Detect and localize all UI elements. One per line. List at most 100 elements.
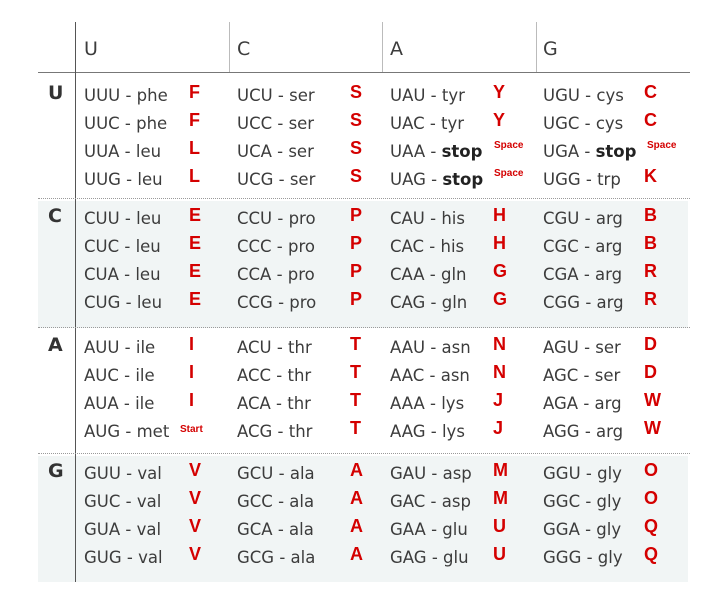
codon-label: UAU - tyr: [390, 86, 465, 105]
codon-label: ACC - thr: [237, 366, 312, 385]
codon-entry: GUG - val V: [84, 544, 224, 572]
codon-entry: UCC - ser S: [237, 110, 377, 138]
codon-label: AAG - lys: [390, 422, 465, 441]
codon-entry: AAU - asn N: [390, 334, 530, 362]
codon-label: UUG - leu: [84, 170, 163, 189]
codon-label: AAC - asn: [390, 366, 470, 385]
codon-text: CCA - pro: [237, 261, 315, 289]
letter-code: T: [350, 418, 361, 438]
codon-text: CGC - arg: [543, 233, 622, 261]
codon-entry: CCC - pro P: [237, 233, 377, 261]
codon-text: AUG - met: [84, 418, 169, 446]
codon-entry: CUU - leu E: [84, 205, 224, 233]
codon-entry: UAG - stop Space: [390, 166, 530, 194]
codon-entry: UGC - cys C: [543, 110, 683, 138]
letter-code: P: [350, 205, 363, 225]
codon-label: UCU - ser: [237, 86, 315, 105]
codon-label: AGC - ser: [543, 366, 621, 385]
codon-text: UCU - ser: [237, 82, 315, 110]
codon-entry: GUC - val V: [84, 488, 224, 516]
codon-text: CCC - pro: [237, 233, 315, 261]
codon-text: UGG - trp: [543, 166, 621, 194]
codon-label: CUA - leu: [84, 265, 161, 284]
letter-code: R: [644, 289, 657, 309]
codon-text: AUU - ile: [84, 334, 155, 362]
letter-code: Y: [493, 110, 506, 130]
codon-entry: AGU - ser D: [543, 334, 683, 362]
codon-label: UAC - tyr: [390, 114, 465, 133]
codon-entry: CCU - pro P: [237, 205, 377, 233]
codon-entry: AAC - asn N: [390, 362, 530, 390]
codon-label: UGG - trp: [543, 170, 621, 189]
letter-code: A: [350, 516, 363, 536]
letter-code: K: [644, 166, 657, 186]
codon-entry: UGG - trp K: [543, 166, 683, 194]
codon-label: AGG - arg: [543, 422, 624, 441]
codon-entry: AUG - met Start: [84, 418, 224, 446]
codon-label: ACU - thr: [237, 338, 312, 357]
codon-entry: GGA - gly Q: [543, 516, 683, 544]
codon-entry: UCU - ser S: [237, 82, 377, 110]
codon-label: AUA - ile: [84, 394, 155, 413]
letter-code: L: [189, 166, 200, 186]
codon-text: CUU - leu: [84, 205, 161, 233]
codon-entry: GCC - ala A: [237, 488, 377, 516]
codon-text: CCU - pro: [237, 205, 316, 233]
codon-text: GAU - asp: [390, 460, 472, 488]
codon-label: UGU - cys: [543, 86, 624, 105]
codon-text: UGA - stop: [543, 138, 636, 166]
letter-code: W: [644, 418, 661, 438]
letter-code: F: [189, 110, 200, 130]
letter-code: S: [350, 82, 363, 102]
codon-entry: CAC - his H: [390, 233, 530, 261]
codon-label: UUU - phe: [84, 86, 168, 105]
codon-label: GUC - val: [84, 492, 162, 511]
row-header-C: C: [48, 205, 62, 227]
letter-code: Space: [494, 168, 524, 179]
letter-code: R: [644, 261, 657, 281]
codon-entry: CCA - pro P: [237, 261, 377, 289]
codon-label: CGA - arg: [543, 265, 623, 284]
codon-entry: UAC - tyr Y: [390, 110, 530, 138]
codon-text: CCG - pro: [237, 289, 316, 317]
codon-entry: GGG - gly Q: [543, 544, 683, 572]
letter-code: H: [493, 205, 506, 225]
codon-text: GGU - gly: [543, 460, 622, 488]
codon-entry: CUG - leu E: [84, 289, 224, 317]
letter-code: N: [493, 362, 506, 382]
codon-entry: GAC - asp M: [390, 488, 530, 516]
codon-text: UCA - ser: [237, 138, 314, 166]
codon-label: AUU - ile: [84, 338, 156, 357]
codon-text: CAC - his: [390, 233, 464, 261]
codon-text: ACC - thr: [237, 362, 311, 390]
letter-code: Q: [644, 516, 659, 536]
codon-entry: UGA - stop Space: [543, 138, 683, 166]
row-divider: [38, 327, 690, 328]
codon-label: CAC - his: [390, 237, 465, 256]
codon-text: AUC - ile: [84, 362, 155, 390]
letter-code: I: [189, 390, 195, 410]
stop-label: stop: [441, 142, 483, 161]
codon-label: CAA - gln: [390, 265, 467, 284]
letter-code: V: [189, 516, 202, 536]
letter-code: T: [350, 390, 361, 410]
codon-text: AUA - ile: [84, 390, 154, 418]
codon-text: UGC - cys: [543, 110, 623, 138]
letter-code: G: [493, 289, 508, 309]
codon-entry: UCA - ser S: [237, 138, 377, 166]
codon-entry: ACU - thr T: [237, 334, 377, 362]
codon-label: GGA - gly: [543, 520, 622, 539]
letter-code: Y: [493, 82, 506, 102]
codon-entry: GCG - ala A: [237, 544, 377, 572]
codon-label: AGU - ser: [543, 338, 621, 357]
letter-code: S: [350, 138, 363, 158]
codon-entry: UAA - stop Space: [390, 138, 530, 166]
codon-text: GCG - ala: [237, 544, 315, 572]
codon-label: CCG - pro: [237, 293, 317, 312]
codon-entry: UGU - cys C: [543, 82, 683, 110]
codon-label: AAU - asn: [390, 338, 471, 357]
codon-entry: CGU - arg B: [543, 205, 683, 233]
codon-entry: CCG - pro P: [237, 289, 377, 317]
codon-label: GGC - gly: [543, 492, 622, 511]
letter-code: J: [493, 418, 504, 438]
